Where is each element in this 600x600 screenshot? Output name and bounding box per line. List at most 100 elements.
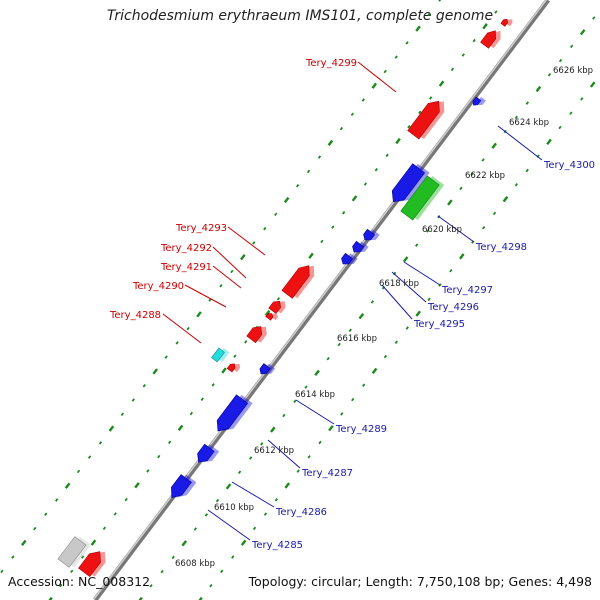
gene-label-reverse[interactable]: Tery_4285: [251, 540, 303, 551]
gene-label-reverse[interactable]: Tery_4289: [335, 424, 387, 435]
ring-dot: [76, 469, 81, 474]
ring-dot: [535, 85, 542, 93]
ring-dot: [157, 454, 161, 459]
gene-block-reverse: [171, 474, 197, 498]
gene-label-forward[interactable]: Tery_4293: [175, 223, 227, 234]
ring-dot: [244, 340, 248, 344]
ring-dot: [429, 96, 433, 100]
ring-dot: [260, 442, 264, 446]
ring-dot: [371, 367, 378, 375]
gene-block-forward: [281, 265, 315, 299]
ring-dot: [196, 311, 202, 318]
ring-dot: [470, 172, 474, 176]
ring-dot: [193, 527, 197, 531]
ring-dot: [152, 368, 159, 375]
ring-dot: [351, 397, 355, 402]
ring-dot: [284, 482, 291, 489]
ring-dot: [328, 425, 334, 432]
gene-label-reverse[interactable]: Tery_4297: [441, 285, 493, 296]
gene-label-forward[interactable]: Tery_4288: [109, 310, 161, 321]
ring-dot: [494, 10, 498, 14]
gene-label-forward[interactable]: Tery_4290: [132, 281, 184, 292]
ring-dot: [350, 112, 354, 117]
ring-dot: [0, 569, 4, 574]
ring-dot: [293, 399, 297, 404]
gene-label-reverse[interactable]: Tery_4286: [275, 507, 327, 518]
genome-backbone: [93, 0, 550, 600]
ring-dot: [340, 412, 344, 416]
label-connector: [184, 284, 227, 308]
ring-dot: [427, 297, 431, 302]
ring-dot: [317, 155, 322, 159]
gene-block-reverse: [363, 228, 380, 241]
ring-dot: [177, 424, 184, 432]
ring-dot: [502, 195, 509, 203]
gene-label-reverse[interactable]: Tery_4295: [413, 319, 465, 330]
ring-dot: [374, 167, 378, 172]
ring-dot: [589, 81, 596, 88]
ring-dot: [233, 354, 237, 358]
ring-dot: [181, 540, 188, 547]
ring-dot: [219, 283, 223, 288]
ring-dot: [33, 526, 37, 531]
gene-label-reverse[interactable]: Tery_4296: [427, 302, 479, 313]
ring-dot: [204, 513, 209, 517]
ring-dot: [274, 498, 278, 502]
gene-block-reverse: [472, 96, 486, 106]
ring-dot: [200, 397, 204, 401]
ring-dot: [263, 512, 268, 516]
ring-dot: [221, 367, 227, 374]
ring-dot: [270, 426, 276, 433]
ring-dot: [149, 584, 153, 588]
ring-dot: [264, 310, 271, 317]
ring-dot: [407, 124, 411, 129]
ring-dot: [134, 482, 140, 489]
gene-block-forward: [407, 100, 445, 140]
label-connector: [227, 226, 266, 256]
ring-dot: [327, 139, 334, 146]
ring-dot: [276, 297, 281, 301]
kbp-tick-label: 6612 kbp: [254, 446, 294, 456]
ring-dot: [351, 195, 358, 202]
kbp-tick-label: 6616 kbp: [337, 334, 377, 344]
ring-dot: [252, 526, 257, 531]
gene-label-reverse[interactable]: Tery_4298: [475, 242, 527, 253]
ring-dot: [361, 98, 365, 102]
ring-dot: [450, 67, 455, 72]
ring-dot: [209, 583, 213, 588]
gene-label-forward[interactable]: Tery_4292: [160, 243, 212, 254]
gene-block-forward: [265, 313, 278, 321]
ring-dot: [252, 241, 256, 245]
ring-dot: [395, 137, 401, 145]
gene-label-reverse[interactable]: Tery_4287: [301, 468, 353, 479]
ring-dot: [160, 569, 164, 574]
ring-dot: [383, 354, 388, 359]
ring-dot: [295, 183, 300, 188]
ring-dot: [482, 225, 486, 230]
ring-dot: [314, 369, 320, 376]
gene-label-forward[interactable]: Tery_4291: [160, 262, 212, 273]
gene-block-forward: [78, 551, 106, 578]
ring-dot: [472, 38, 476, 43]
kbp-tick-label: 6618 kbp: [379, 279, 419, 289]
ring-dot: [592, 16, 596, 20]
gene-label-forward[interactable]: Tery_4299: [305, 58, 357, 69]
ring-dot: [371, 82, 378, 89]
ring-dot: [263, 226, 267, 231]
ring-dot: [438, 80, 445, 87]
label-connector: [162, 313, 202, 344]
genome-title: Trichodesmium erythraeum IMS101, complet…: [106, 8, 494, 24]
ring-dot: [186, 326, 190, 331]
ring-dot: [237, 470, 242, 474]
ring-dot: [459, 186, 463, 191]
ring-dot: [339, 126, 344, 131]
ring-dot: [146, 469, 150, 473]
ring-dot: [579, 29, 586, 36]
ring-dot: [87, 455, 92, 459]
gene-label-reverse[interactable]: Tery_4300: [543, 160, 595, 171]
ring-dot: [240, 539, 247, 546]
ring-dot: [138, 596, 143, 600]
ring-dot: [492, 211, 497, 216]
ring-dot: [394, 55, 398, 59]
ring-dot: [283, 196, 290, 204]
